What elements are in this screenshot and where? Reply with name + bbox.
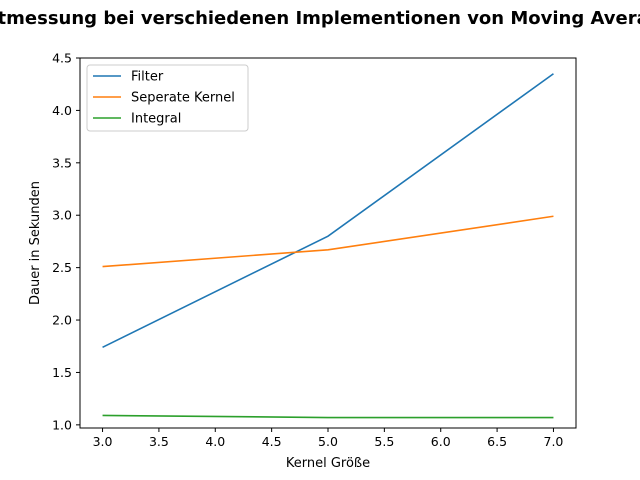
x-tick-label: 7.0 [544,434,564,449]
x-tick-label: 6.0 [431,434,451,449]
x-tick-label: 4.0 [205,434,225,449]
y-tick-label: 2.5 [52,260,72,275]
legend-label: Integral [131,112,181,127]
x-tick-label: 4.5 [262,434,282,449]
legend-label: Filter [131,70,164,85]
y-tick-label: 2.0 [52,313,72,328]
series-line [102,414,554,419]
legend-box [86,64,249,132]
y-tick-label: 4.0 [52,103,72,118]
x-axis-label: Kernel Größe [286,456,370,471]
y-axis-label: Dauer in Sekunden [28,181,43,305]
series-lines [102,73,554,419]
y-tick-label: 1.5 [52,365,72,380]
y-axis: 1.0 1.5 2.0 2.5 3.0 3.5 4.0 4.5 [52,51,80,432]
x-tick-label: 3.0 [93,434,113,449]
x-tick-label: 5.5 [374,434,394,449]
y-tick-label: 3.5 [52,155,72,170]
y-tick-label: 1.0 [52,417,72,432]
y-tick-label: 3.0 [52,208,72,223]
x-tick-label: 5.0 [318,434,338,449]
x-tick-label: 6.5 [487,434,507,449]
x-axis: 3.0 3.5 4.0 4.5 5.0 5.5 6.0 6.5 7.0 [93,428,564,449]
chart-title: Zeitmessung bei verschiedenen Implementi… [0,8,640,29]
series-line [102,215,554,268]
y-tick-label: 4.5 [52,51,72,66]
x-tick-label: 3.5 [149,434,169,449]
series-line [102,73,554,349]
legend-label: Seperate Kernel [131,91,235,106]
legend: Filter Seperate Kernel Integral [86,64,249,132]
